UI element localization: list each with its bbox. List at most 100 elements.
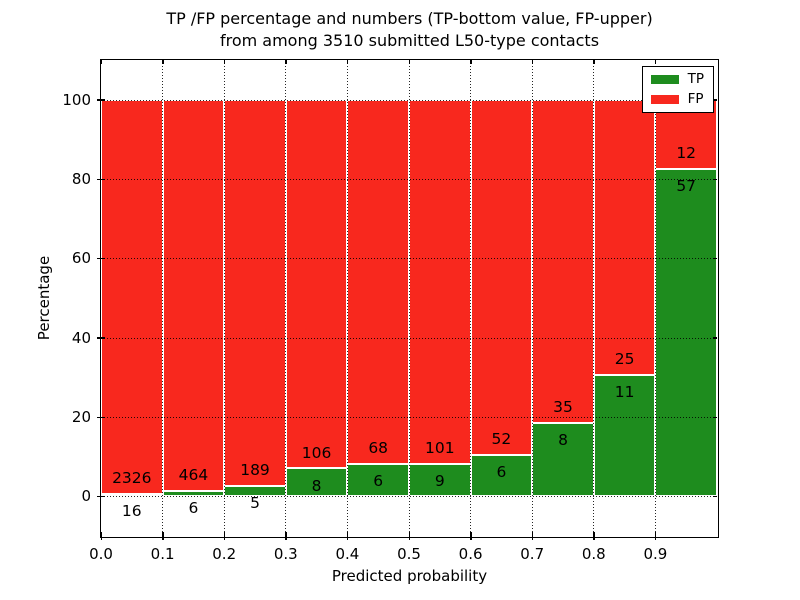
tp-count-label: 8 [558,430,568,449]
fp-bar-segment [470,99,533,456]
x-tick-label: 0.4 [335,545,360,563]
x-tick [408,532,410,540]
x-tick-top [531,60,534,64]
tp-count-label: 6 [496,463,507,482]
tp-count-label: 57 [676,176,697,195]
y-tick-right [713,416,717,418]
vertical-gridline [408,60,410,536]
fp-bar-segment [162,99,225,492]
y-tick [97,337,105,339]
fp-count-label: 106 [301,443,332,462]
x-tick-top [593,60,595,64]
legend-entry-tp: TP [650,72,704,86]
fp-count-label: 2326 [112,468,152,487]
y-tick [97,178,105,180]
fp-count-label: 12 [676,143,697,162]
plot-area: 2326 16 464 6 189 5 106 8 68 6 101 9 52 6 35 8 25 11 12 57 0… [62,59,719,563]
y-tick-right [713,257,717,260]
fp-count-label: 52 [491,430,512,449]
legend-label-fp: FP [687,91,704,107]
fp-count-label: 189 [240,461,270,480]
vertical-gridline [162,60,164,536]
fp-count-label: 68 [368,439,389,458]
tp-count-label: 11 [614,383,635,402]
vertical-gridline [470,60,472,536]
y-tick-label: 60 [71,249,91,268]
legend-entry-fp: FP [650,91,704,107]
y-tick-label: 0 [81,487,91,506]
fp-count-label: 25 [614,350,635,369]
fp-bar-segment [593,99,656,376]
tp-count-label: 8 [311,476,322,495]
fp-bar-segment [285,99,348,469]
vertical-gridline [654,60,656,536]
vertical-gridline [346,60,348,536]
tp-count-label: 5 [250,494,260,513]
tp-count-label: 9 [434,471,445,490]
x-tick-label: 0.2 [212,545,237,563]
fp-bar-segment [347,99,409,465]
chart-title-line2: from among 3510 submitted L50-type conta… [219,31,600,50]
tp-count-label: 6 [373,472,384,491]
x-tick-label: 0.1 [150,545,175,563]
x-tick-top [223,60,226,64]
fp-bar-segment [409,99,471,464]
fp-bar-segment [101,99,163,494]
y-tick-label: 80 [71,170,91,188]
vertical-gridline [593,60,595,536]
horizontal-gridline [101,496,717,498]
x-tick [346,532,349,540]
x-tick [654,532,657,540]
vertical-gridline [285,60,287,536]
horizontal-gridline [101,99,717,101]
x-tick-top [346,60,349,64]
y-tick [97,495,105,498]
chart-title-line1: TP /FP percentage and numbers (TP-bottom… [166,9,653,28]
plot-canvas: 2326 16 464 6 189 5 106 8 68 6 101 9 52 6 35 8 25 11 12 57 0… [62,60,717,563]
y-tick-right [713,337,717,339]
tp-count-label: 16 [121,501,142,520]
x-tick-label: 0.7 [520,545,545,563]
vertical-gridline [223,60,225,536]
x-axis-label: Predicted probability [331,567,488,585]
fp-count-label: 464 [178,466,209,485]
x-tick-top [408,60,410,64]
tp-color-swatch [650,75,679,84]
y-tick-label: 100 [62,90,91,109]
fp-bar-segment [532,99,594,423]
vertical-gridline [531,60,533,536]
fp-count-label: 35 [553,397,573,416]
fp-count-label: 101 [425,439,455,457]
horizontal-gridline [101,337,717,339]
x-tick-label: 0.8 [581,545,606,563]
x-tick-label: 0.9 [643,545,668,563]
y-tick [97,99,105,101]
tp-bar-segment [532,422,594,497]
x-tick-top [654,60,657,64]
x-tick [285,532,287,540]
tp-bar-segment [655,168,717,497]
y-tick-right [713,178,717,180]
horizontal-gridline [101,179,717,180]
x-tick [470,532,472,540]
x-tick [100,532,102,540]
x-tick-label: 0.0 [89,545,113,563]
x-tick-label: 0.6 [458,545,483,563]
fp-bar-segment [224,99,286,487]
tp-bar-segment [409,463,471,497]
chart-title: TP /FP percentage and numbers (TP-bottom… [100,8,719,52]
x-tick-top [100,60,102,64]
x-tick [162,532,164,540]
x-tick [593,532,595,540]
tp-bar-segment [285,468,348,497]
horizontal-gridline [101,417,717,418]
x-tick-label: 0.5 [397,545,421,563]
y-tick [97,257,105,260]
y-tick-right [713,99,717,101]
fp-color-swatch [650,95,679,104]
x-tick-top [162,60,164,64]
y-tick [97,416,105,418]
horizontal-gridline [101,258,717,260]
y-tick-right [713,495,717,498]
